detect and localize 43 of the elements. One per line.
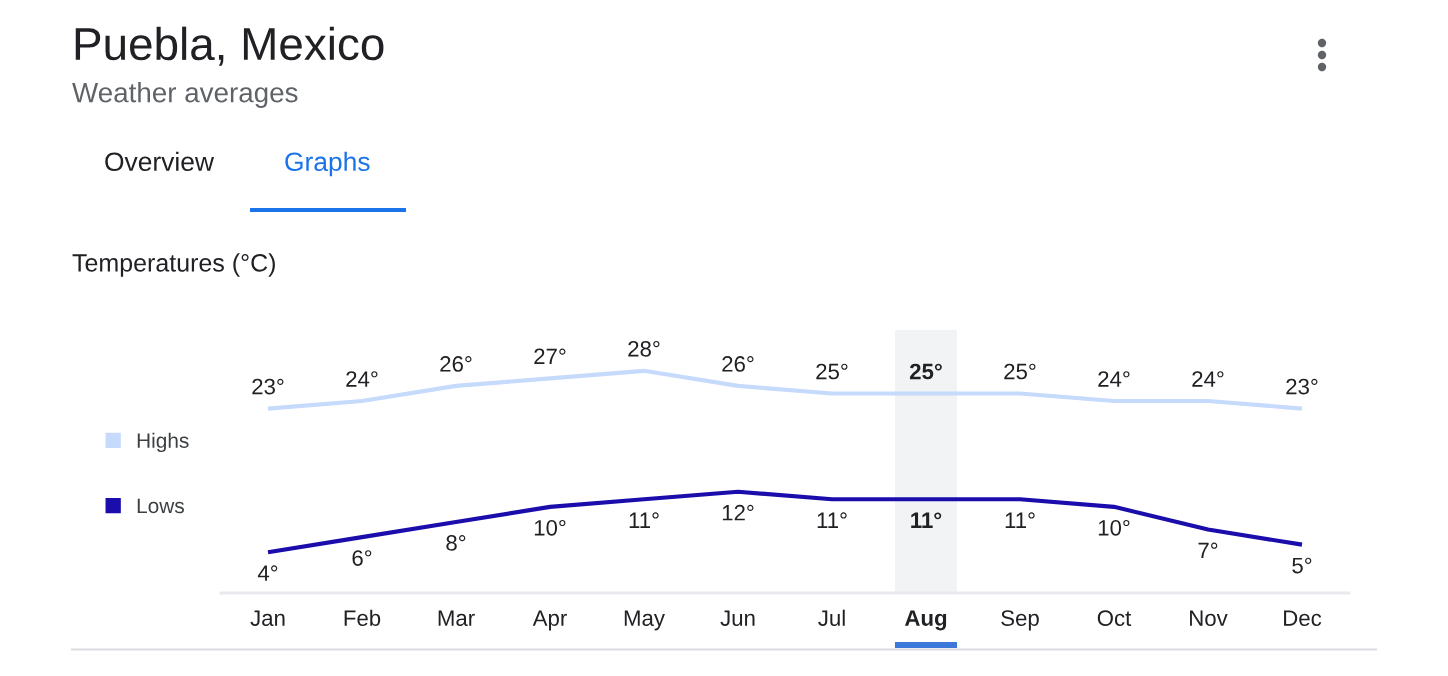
- legend-label: Highs: [137, 432, 189, 453]
- chart-title: Puebla, Mexico: [75, 26, 384, 66]
- data-label: 26°: [722, 356, 754, 372]
- x-tick-label: May: [624, 610, 665, 631]
- data-label: 10°: [1098, 519, 1130, 536]
- text: Overview: [105, 151, 215, 172]
- data-label: 24°: [1192, 371, 1224, 387]
- x-tick-label: Mar: [438, 610, 475, 626]
- x-tick-label: Feb: [344, 609, 381, 626]
- x-tick-label: Aug: [904, 610, 947, 631]
- chart-subtitle: Weather averages: [72, 82, 298, 108]
- x-tick-label: Apr: [532, 610, 567, 631]
- data-label: 25°: [909, 363, 942, 380]
- data-label: 7°: [1198, 542, 1218, 559]
- data-label: 6°: [352, 550, 372, 566]
- data-label: 24°: [1098, 371, 1130, 387]
- x-tick-label: Sep: [1001, 610, 1039, 631]
- data-label: 23°: [1286, 378, 1318, 395]
- data-label: 11°: [817, 512, 847, 528]
- data-label: 24°: [346, 371, 378, 387]
- legend-label: Lows: [137, 498, 184, 514]
- data-label: 4°: [257, 565, 278, 581]
- x-tick-label: Nov: [1190, 610, 1228, 626]
- data-label: 8°: [446, 535, 466, 551]
- data-label: 27°: [534, 348, 566, 365]
- data-label: 25°: [816, 363, 848, 380]
- data-label: 10°: [534, 519, 566, 536]
- data-label: 26°: [440, 356, 472, 372]
- x-tick-label: Oct: [1097, 610, 1132, 626]
- text: Graphs: [285, 151, 370, 177]
- data-label: 5°: [1292, 557, 1312, 574]
- x-tick-label: Jul: [818, 609, 845, 626]
- data-label: 11°: [911, 512, 942, 528]
- x-tick-label: Jun: [720, 610, 755, 626]
- data-label: 11°: [629, 512, 659, 528]
- data-label: 25°: [1004, 363, 1036, 380]
- data-label: 23°: [252, 378, 284, 395]
- data-label: 28°: [628, 340, 660, 357]
- data-label: 12°: [722, 504, 754, 521]
- x-tick-label: Dec: [1284, 610, 1322, 626]
- data-label: 11°: [1005, 512, 1035, 528]
- x-tick-label: Jan: [250, 610, 285, 626]
- text: Temperatures (°C): [72, 253, 275, 277]
